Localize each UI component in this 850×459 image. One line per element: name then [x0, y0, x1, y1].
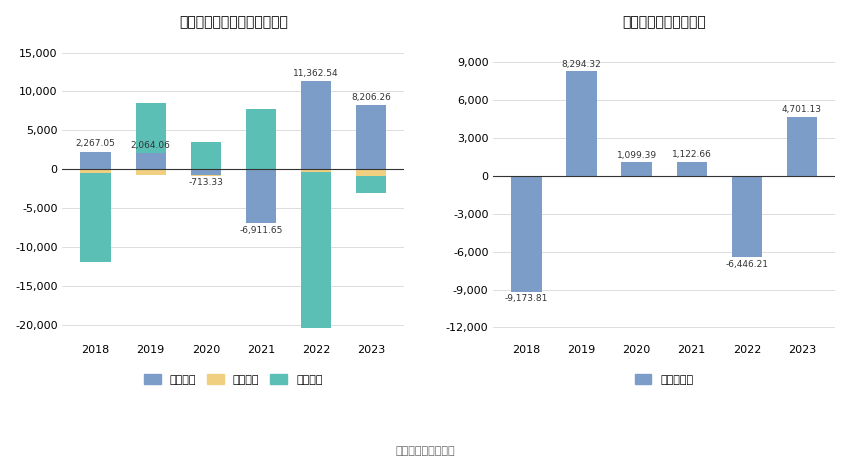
Bar	[301, 81, 332, 169]
Bar	[621, 162, 652, 176]
Bar	[81, 169, 110, 173]
Text: 2,064.06: 2,064.06	[131, 141, 171, 150]
Text: 8,294.32: 8,294.32	[562, 60, 601, 69]
Bar	[301, 169, 332, 328]
Bar	[732, 176, 762, 257]
Text: 8,206.26: 8,206.26	[351, 93, 391, 102]
Text: -6,446.21: -6,446.21	[725, 260, 768, 269]
Bar	[190, 169, 221, 176]
Text: 1,122.66: 1,122.66	[672, 150, 711, 159]
Bar	[81, 169, 110, 263]
Bar	[81, 151, 110, 169]
Title: 自由现金流量（万元）: 自由现金流量（万元）	[622, 15, 706, 29]
Bar	[677, 162, 707, 176]
Text: 数据来源：恒生聚源: 数据来源：恒生聚源	[395, 447, 455, 456]
Bar	[190, 142, 221, 169]
Bar	[787, 117, 817, 176]
Bar	[246, 109, 276, 169]
Bar	[566, 71, 597, 176]
Bar	[246, 169, 276, 171]
Title: 中光防雷现金流净额（万元）: 中光防雷现金流净额（万元）	[178, 15, 288, 29]
Legend: 经营活动, 笹资活动, 投资活动: 经营活动, 笹资活动, 投资活动	[139, 369, 327, 389]
Bar	[135, 103, 166, 169]
Text: 2,267.05: 2,267.05	[76, 140, 116, 148]
Text: 1,099.39: 1,099.39	[616, 151, 657, 160]
Bar	[190, 169, 221, 175]
Bar	[246, 169, 276, 223]
Legend: 自由现金流: 自由现金流	[631, 369, 698, 389]
Bar	[301, 169, 332, 172]
Bar	[511, 176, 541, 292]
Text: -713.33: -713.33	[189, 178, 224, 187]
Text: 4,701.13: 4,701.13	[782, 105, 822, 114]
Bar	[356, 169, 386, 193]
Bar	[135, 153, 166, 169]
Text: -6,911.65: -6,911.65	[239, 226, 282, 235]
Bar	[356, 169, 386, 176]
Bar	[356, 106, 386, 169]
Text: 11,362.54: 11,362.54	[293, 69, 339, 78]
Bar	[135, 169, 166, 174]
Text: -9,173.81: -9,173.81	[505, 294, 548, 303]
